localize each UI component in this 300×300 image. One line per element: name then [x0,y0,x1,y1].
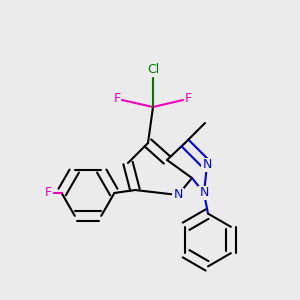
Text: F: F [113,92,121,105]
Text: F: F [184,92,192,105]
Text: N: N [173,188,183,202]
Text: Cl: Cl [147,63,159,76]
Text: N: N [199,187,209,200]
Text: F: F [45,187,52,200]
Text: N: N [202,158,212,172]
